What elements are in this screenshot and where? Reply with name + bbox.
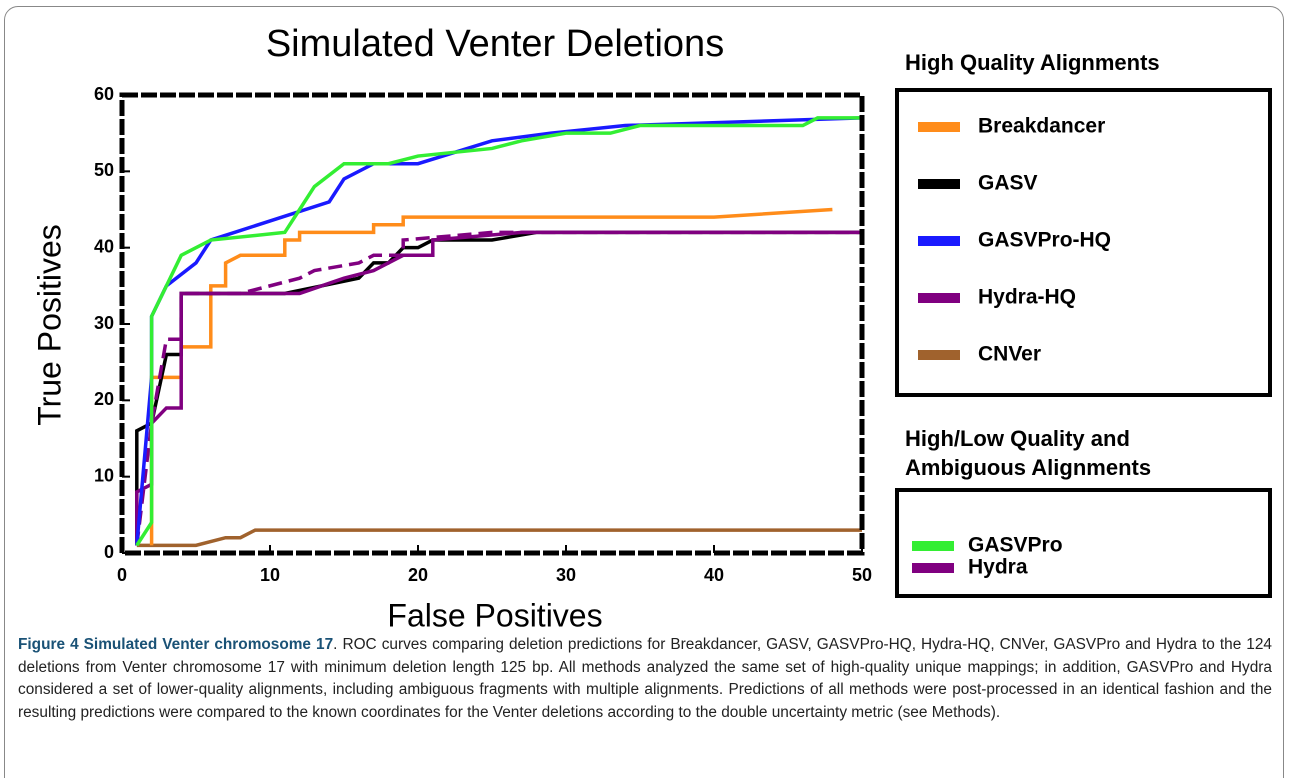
x-axis-label: False Positives <box>387 597 602 633</box>
chart-title: Simulated Venter Deletions <box>266 23 724 65</box>
figure-frame <box>4 6 1284 778</box>
x-tick-label: 40 <box>704 565 724 585</box>
series-line <box>135 230 862 546</box>
legend-label: Hydra <box>968 556 1028 579</box>
legend-title: High Quality Alignments <box>905 50 1160 75</box>
legend-label: CNVer <box>978 343 1041 366</box>
y-tick-label: 30 <box>94 313 114 333</box>
legend-label: Hydra-HQ <box>978 286 1076 309</box>
series-line <box>135 116 862 547</box>
x-tick-label: 10 <box>260 565 280 585</box>
caption-text: . ROC curves comparing deletion predicti… <box>18 636 1272 721</box>
y-axis-label: True Positives <box>31 224 67 426</box>
series-line <box>135 230 862 546</box>
x-tick-label: 30 <box>556 565 576 585</box>
legend-box <box>895 488 1272 598</box>
plot-frame <box>119 92 865 556</box>
legend-label: GASVPro-HQ <box>978 229 1111 252</box>
y-tick-label: 50 <box>94 160 114 180</box>
legend-label: GASV <box>978 172 1038 195</box>
series-line <box>135 230 862 546</box>
x-tick-label: 50 <box>852 565 872 585</box>
y-tick-label: 40 <box>94 236 114 256</box>
caption-label: Figure 4 Simulated Venter chromosome 17 <box>18 636 334 653</box>
y-tick-label: 10 <box>94 465 114 485</box>
y-tick-label: 20 <box>94 389 114 409</box>
series-line <box>135 116 863 546</box>
legend-title: High/Low Quality and Ambiguous Alignment… <box>905 426 1152 480</box>
legend-label: GASVPro <box>968 534 1063 557</box>
caption: Figure 4 Simulated Venter chromosome 17.… <box>18 634 1272 724</box>
x-tick-label: 0 <box>117 565 127 585</box>
series-line <box>149 207 833 546</box>
y-tick-label: 0 <box>104 542 114 562</box>
series-line <box>136 528 862 548</box>
y-tick-label: 60 <box>94 84 114 104</box>
legend-box <box>895 88 1272 397</box>
x-tick-label: 20 <box>408 565 428 585</box>
legend-label: Breakdancer <box>978 115 1105 138</box>
